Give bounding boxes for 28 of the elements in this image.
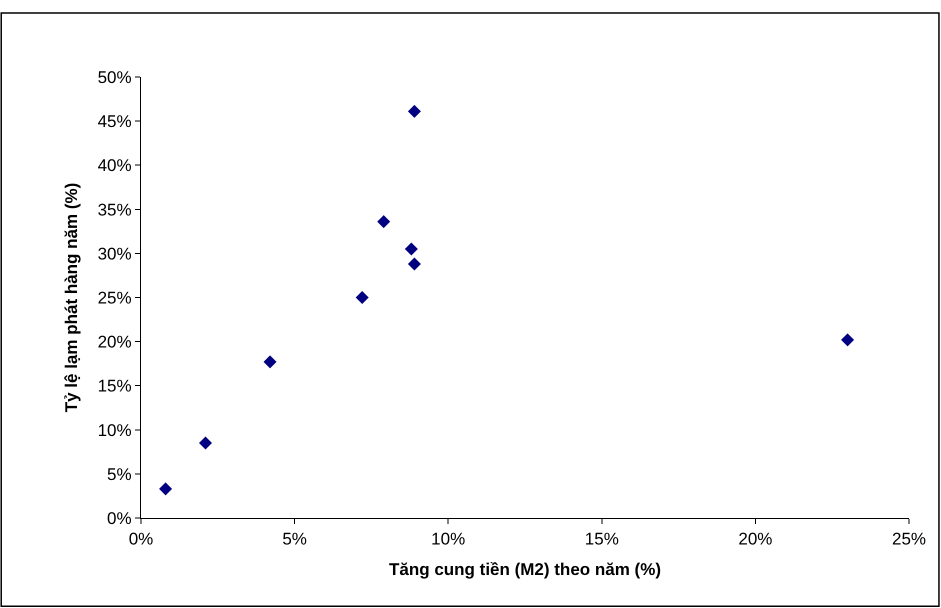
x-axis-title: Tăng cung tiền (M2) theo năm (%)	[389, 560, 661, 579]
y-tick-label: 30%	[98, 244, 132, 264]
x-tick-label: 25%	[892, 529, 926, 548]
x-tick-label: 15%	[584, 529, 619, 548]
point	[356, 291, 369, 304]
x-tick-label: 0%	[128, 529, 154, 548]
x-tick-label: 5%	[282, 529, 307, 548]
y-tick-label: 5%	[107, 464, 132, 484]
point	[377, 215, 390, 228]
y-tick-label: 45%	[98, 112, 132, 132]
y-axis-title: Tỷ lệ lạm phát hàng năm (%)	[62, 182, 82, 412]
y-tick-label: 35%	[98, 200, 132, 220]
y-tick-label: 20%	[98, 332, 132, 352]
y-tick-label: 50%	[98, 68, 132, 87]
y-tick-label: 0%	[107, 508, 132, 528]
y-tick-label: 15%	[98, 376, 132, 396]
y-tick-label: 25%	[98, 288, 132, 308]
y-tick-label: 40%	[98, 156, 132, 176]
point	[159, 482, 172, 496]
y-tick-label: 10%	[98, 420, 132, 440]
point	[264, 355, 277, 368]
point	[199, 436, 212, 450]
point	[404, 242, 418, 256]
point	[841, 333, 854, 346]
point	[408, 104, 421, 118]
x-tick-label: 20%	[738, 529, 772, 548]
x-tick-label: 10%	[431, 529, 466, 548]
point	[408, 257, 421, 270]
